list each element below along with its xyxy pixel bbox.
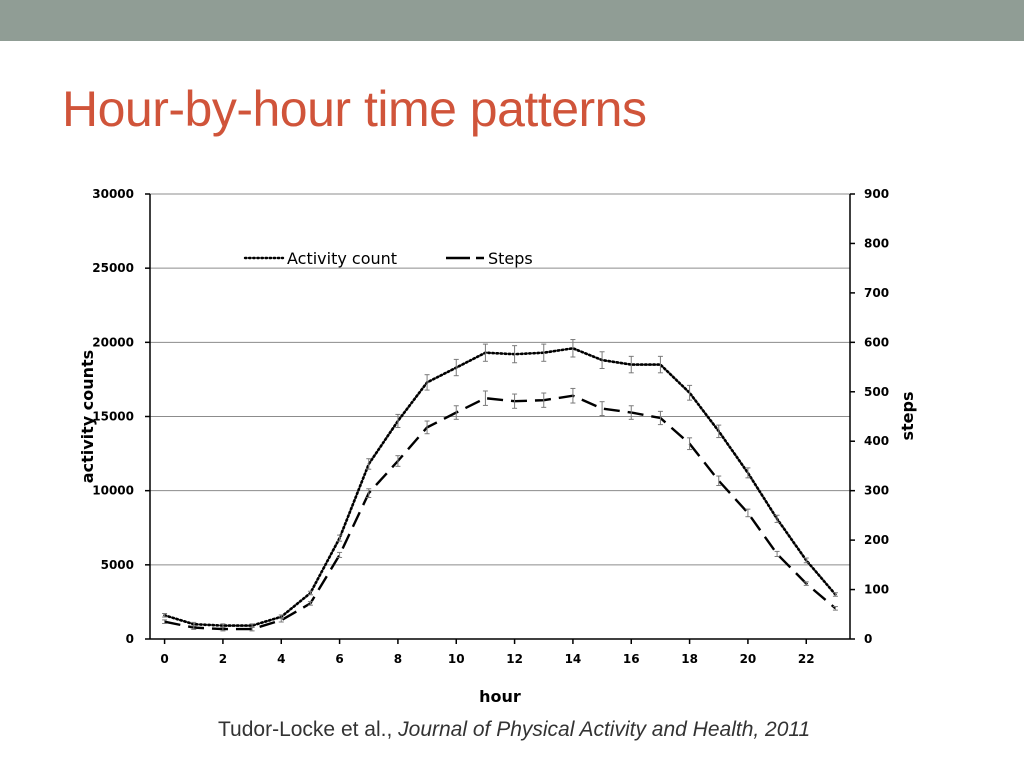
x-axis-label: hour — [479, 687, 521, 706]
x-tick-label: 12 — [506, 652, 523, 666]
x-tick-label: 10 — [448, 652, 465, 666]
y-right-tick-label: 500 — [864, 385, 889, 399]
x-tick-label: 6 — [335, 652, 343, 666]
citation: Tudor-Locke et al., Journal of Physical … — [218, 718, 810, 742]
x-tick-label: 2 — [219, 652, 227, 666]
y-left-tick-label: 20000 — [92, 335, 134, 349]
y-left-tick-label: 10000 — [92, 484, 134, 498]
citation-authors: Tudor-Locke et al., — [218, 718, 399, 741]
citation-journal: Journal of Physical Activity and Health,… — [398, 718, 811, 741]
slide-title: Hour-by-hour time patterns — [62, 81, 647, 137]
top-band — [0, 0, 1024, 41]
y-right-tick-label: 400 — [864, 434, 889, 448]
y-right-tick-label: 600 — [864, 335, 889, 349]
legend-label-steps: Steps — [488, 249, 533, 268]
y-right-tick-label: 900 — [864, 187, 889, 201]
y-right-tick-label: 300 — [864, 484, 889, 498]
series-line-steps — [164, 394, 837, 631]
x-tick-label: 4 — [277, 652, 285, 666]
y-right-axis-label: steps — [898, 392, 917, 441]
y-left-tick-label: 30000 — [92, 187, 134, 201]
series-line-activity-count — [163, 346, 837, 627]
y-left-tick-label: 25000 — [92, 261, 134, 275]
y-right-tick-label: 0 — [864, 632, 872, 646]
y-left-tick-label: 5000 — [101, 558, 134, 572]
x-tick-label: 0 — [160, 652, 168, 666]
x-tick-label: 16 — [623, 652, 640, 666]
y-right-tick-label: 200 — [864, 533, 889, 547]
x-tick-label: 22 — [798, 652, 815, 666]
y-left-tick-label: 15000 — [92, 410, 134, 424]
chart: 0500010000150002000025000300000100200300… — [78, 187, 917, 706]
x-tick-label: 18 — [681, 652, 698, 666]
y-right-tick-label: 100 — [864, 583, 889, 597]
x-tick-label: 14 — [565, 652, 582, 666]
y-right-tick-label: 700 — [864, 286, 889, 300]
legend-label-activity-count: Activity count — [287, 249, 397, 268]
y-right-tick-label: 800 — [864, 236, 889, 250]
y-left-axis-label: activity counts — [78, 350, 97, 483]
x-tick-label: 8 — [394, 652, 402, 666]
x-tick-label: 20 — [740, 652, 757, 666]
y-left-tick-label: 0 — [126, 632, 134, 646]
